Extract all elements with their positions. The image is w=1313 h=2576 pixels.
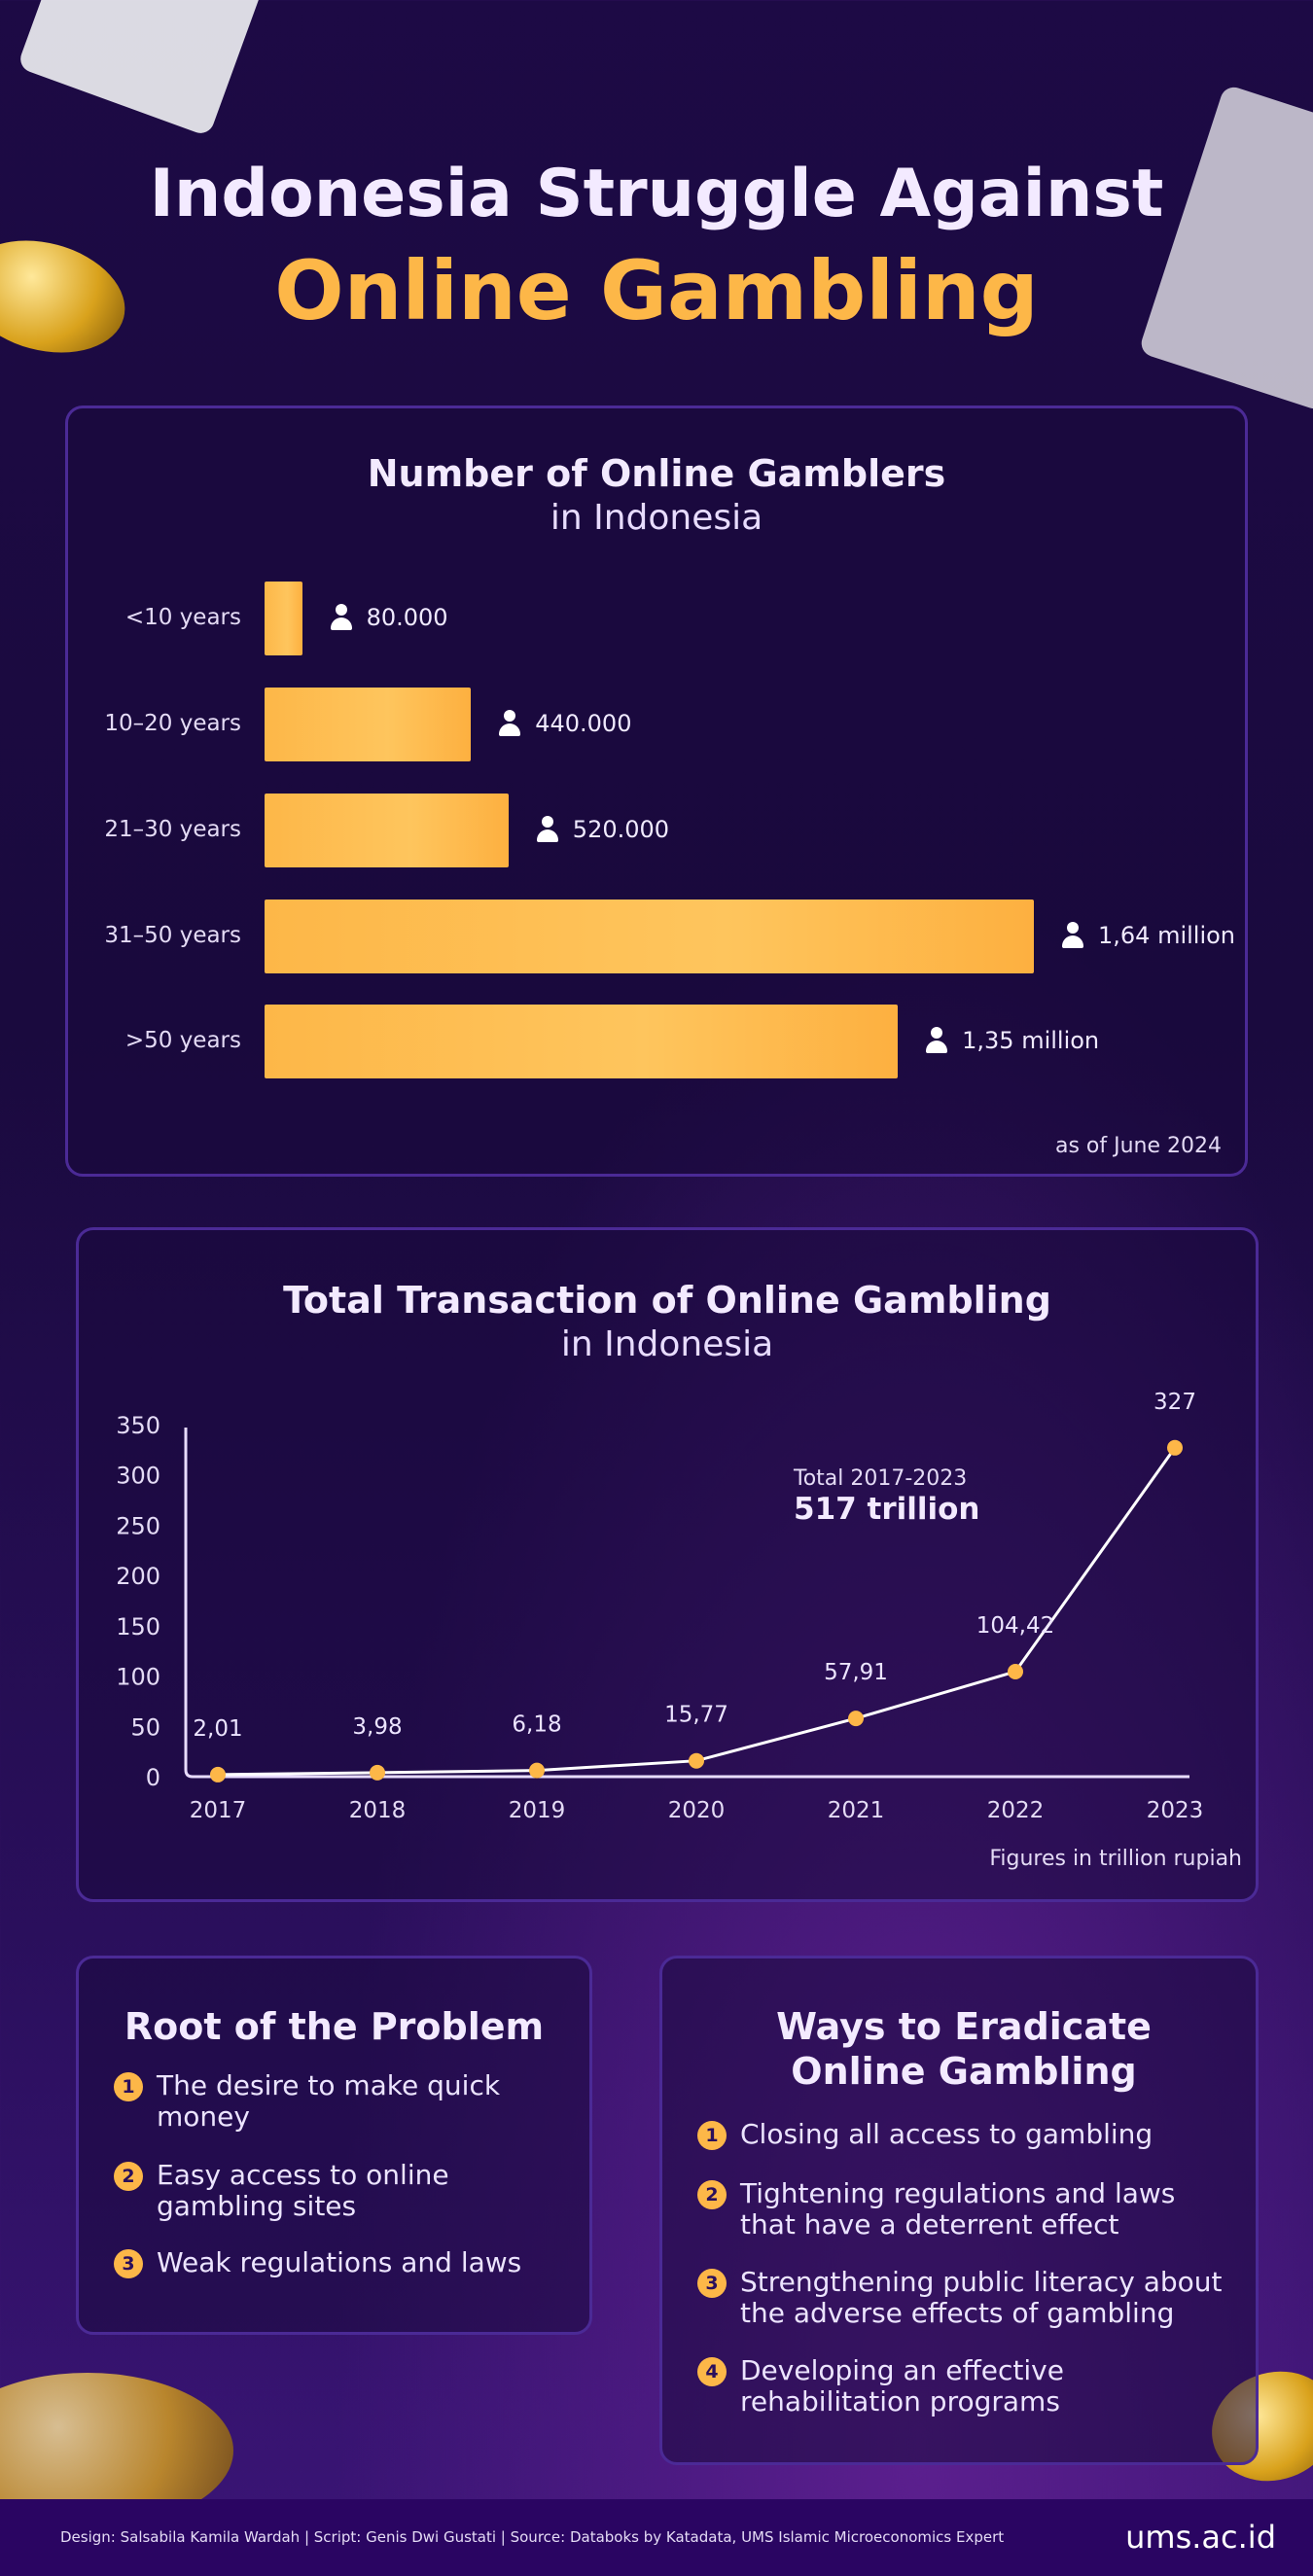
y-tick-label: 50 — [130, 1713, 160, 1741]
x-tick-label: 2023 — [1147, 1798, 1204, 1823]
x-tick-label: 2018 — [349, 1798, 407, 1823]
number-badge: 1 — [697, 2121, 727, 2150]
list-item: 3 Weak regulations and laws — [114, 2247, 542, 2278]
y-tick-label: 250 — [116, 1512, 160, 1539]
footer: Design: Salsabila Kamila Wardah | Script… — [0, 2499, 1313, 2576]
data-point — [689, 1752, 704, 1769]
axes — [184, 1428, 1189, 1779]
data-point — [848, 1711, 864, 1727]
age-label: <10 years — [124, 605, 241, 630]
bar-value: 440.000 — [498, 710, 631, 737]
person-icon — [1061, 922, 1084, 949]
item-text: Closing all access to gambling — [740, 2118, 1153, 2150]
units-note: Figures in trillion rupiah — [989, 1847, 1242, 1871]
item-text: The desire to make quick money — [157, 2069, 501, 2133]
list-item: 2 Easy access to online gambling sites — [114, 2160, 542, 2222]
number-badge: 1 — [114, 2072, 143, 2101]
bar-value: 1,64 million — [1061, 922, 1235, 949]
number-badge: 3 — [114, 2249, 143, 2278]
panel-title: Number of Online Gamblers — [367, 452, 946, 495]
panel-subtitle: in Indonesia — [560, 1324, 774, 1364]
x-tick-label: 2020 — [668, 1798, 726, 1823]
list-item: 3 Strengthening public literacy about the… — [697, 2267, 1223, 2329]
bar-value-text: 80.000 — [366, 604, 448, 631]
item-text: Tightening regulations and laws that hav… — [740, 2177, 1176, 2241]
age-label: >50 years — [124, 1028, 241, 1053]
root-panel: Root of the Problem 1 The desire to make … — [76, 1956, 592, 2335]
item-text: Easy access to online gambling sites — [157, 2159, 449, 2222]
bar-value: 520.000 — [536, 816, 669, 843]
age-bar — [265, 688, 472, 761]
y-tick-label: 300 — [116, 1463, 160, 1490]
data-label: 57,91 — [824, 1660, 888, 1685]
bar-value: 80.000 — [330, 604, 448, 631]
person-icon — [925, 1027, 948, 1054]
list-item: 4 Developing an effective rehabilitation … — [697, 2355, 1223, 2417]
y-tick-label: 350 — [116, 1412, 160, 1439]
data-point — [1167, 1439, 1183, 1456]
number-badge: 4 — [697, 2357, 727, 2386]
person-icon — [498, 710, 521, 737]
age-label: 10–20 years — [104, 711, 241, 736]
x-tick-label: 2017 — [190, 1798, 247, 1823]
number-badge: 2 — [114, 2162, 143, 2191]
number-badge: 2 — [697, 2180, 727, 2209]
transactions-panel: Total Transaction of Online Gambling in … — [76, 1227, 1259, 1902]
age-bar — [265, 582, 302, 655]
data-point — [529, 1762, 545, 1779]
site-link[interactable]: ums.ac.id — [1125, 2519, 1276, 2556]
bar-value: 1,35 million — [925, 1027, 1099, 1054]
y-tick-label: 100 — [116, 1664, 160, 1691]
list-item: 2 Tightening regulations and laws that ha… — [697, 2178, 1223, 2241]
title-line-2: Online Gambling — [274, 243, 1039, 338]
title-line-1: Indonesia Struggle Against — [149, 156, 1164, 232]
person-icon — [536, 816, 559, 843]
list-item: 1 Closing all access to gambling — [697, 2119, 1223, 2150]
age-label: 31–50 years — [104, 923, 241, 948]
y-tick-label: 200 — [116, 1563, 160, 1590]
data-label: 6,18 — [512, 1712, 561, 1738]
panel-title: Total Transaction of Online Gambling — [283, 1279, 1051, 1322]
data-label: 15,77 — [664, 1703, 728, 1728]
panel-subtitle: in Indonesia — [550, 498, 763, 538]
line-chart: 0 50 100 150 200 250 300 350 2,01 2017 3,98 2018 6,1… — [116, 1390, 1204, 1823]
age-bar — [265, 900, 1034, 973]
x-tick-label: 2019 — [509, 1798, 566, 1823]
x-tick-label: 2022 — [987, 1798, 1045, 1823]
ways-title: Ways to Eradicate Online Gambling — [776, 2005, 1152, 2093]
number-badge: 3 — [697, 2269, 727, 2298]
total-label: Total 2017-2023 — [794, 1466, 968, 1491]
list-item: 1 The desire to make quick money — [114, 2070, 542, 2133]
data-label: 3,98 — [352, 1714, 402, 1740]
data-point — [1008, 1663, 1023, 1679]
bar-value-text: 440.000 — [535, 710, 632, 737]
total-value: 517 trillion — [794, 1492, 980, 1527]
bar-value-text: 1,35 million — [962, 1027, 1100, 1054]
age-bar — [265, 1005, 899, 1078]
data-label: 2,01 — [193, 1716, 242, 1742]
ways-panel: Ways to Eradicate Online Gambling 1 Closi… — [659, 1956, 1259, 2465]
y-tick-label: 150 — [116, 1613, 160, 1641]
x-tick-label: 2021 — [828, 1798, 885, 1823]
credits: Design: Salsabila Kamila Wardah | Script… — [60, 2528, 1005, 2546]
y-tick-label: 0 — [146, 1764, 160, 1791]
bar-value-text: 1,64 million — [1098, 922, 1236, 949]
data-point — [370, 1764, 385, 1781]
item-text: Weak regulations and laws — [157, 2246, 522, 2278]
data-label: 327 — [1153, 1390, 1196, 1415]
age-label: 21–30 years — [104, 817, 241, 842]
date-note: as of June 2024 — [1054, 1134, 1222, 1158]
gamblers-panel: Number of Online Gamblers in Indonesia <… — [65, 406, 1248, 1177]
data-point — [210, 1766, 226, 1782]
bar-value-text: 520.000 — [572, 816, 670, 843]
age-bar — [265, 794, 509, 867]
data-label: 104,42 — [976, 1613, 1054, 1639]
root-title: Root of the Problem — [124, 2005, 545, 2048]
person-icon — [330, 604, 353, 631]
item-text: Strengthening public literacy about the … — [740, 2266, 1223, 2329]
item-text: Developing an effective rehabilitation p… — [740, 2354, 1064, 2417]
